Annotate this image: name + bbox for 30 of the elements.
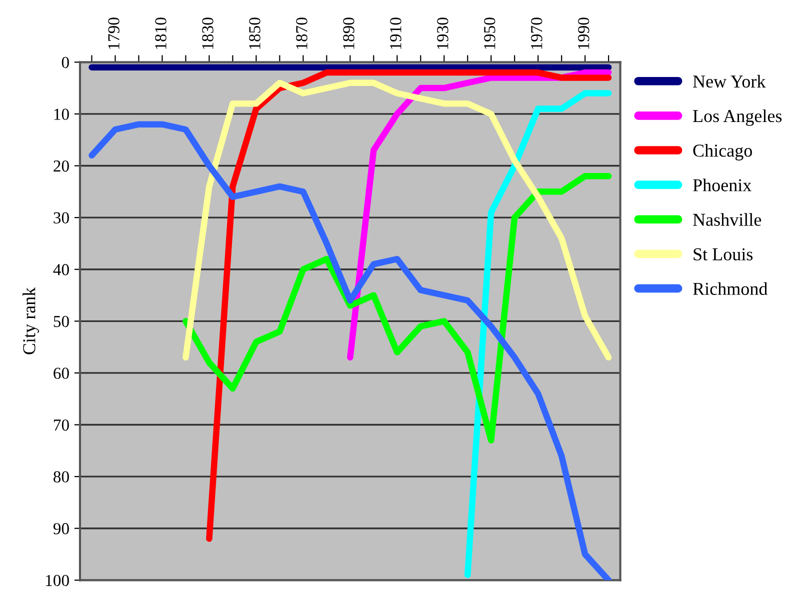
x-tick-label: 1850 (249, 18, 260, 49)
y-tick-label: 100 (46, 574, 69, 586)
x-tick-label: 1910 (390, 18, 402, 49)
x-tick-label: 1990 (578, 18, 590, 49)
legend-label: St Louis (694, 248, 753, 260)
x-tick-label: 1790 (108, 18, 120, 49)
x-tick-label: 1930 (437, 18, 448, 49)
legend-label: Los Angeles (693, 109, 782, 126)
x-tick-label: 1970 (530, 18, 542, 49)
y-tick-label: 50 (54, 316, 69, 328)
y-tick-label: 70 (54, 419, 69, 431)
x-tick-label: 1810 (155, 18, 166, 49)
y-tick-label: 60 (54, 368, 69, 379)
x-tick-label: 1870 (296, 18, 308, 49)
legend-label: Richmond (693, 282, 768, 295)
y-tick-label: 10 (54, 108, 69, 120)
y-tick-label: 90 (53, 523, 69, 534)
x-tick-label: 1950 (484, 18, 496, 49)
legend-label: Chicago (693, 144, 752, 160)
y-tick-label: 30 (54, 212, 69, 224)
legend-label: Nashville (693, 213, 762, 226)
legend-label: Phoenix (693, 178, 752, 192)
legend-label: New York (693, 74, 766, 88)
y-tick-label: 0 (62, 56, 69, 68)
x-tick-label: 1830 (202, 18, 214, 49)
y-axis-title: City rank (22, 287, 40, 354)
x-tick-label: 1890 (343, 18, 354, 49)
y-tick-label: 80 (54, 471, 69, 483)
y-tick-label: 20 (54, 160, 69, 172)
y-tick-label: 40 (53, 264, 69, 276)
